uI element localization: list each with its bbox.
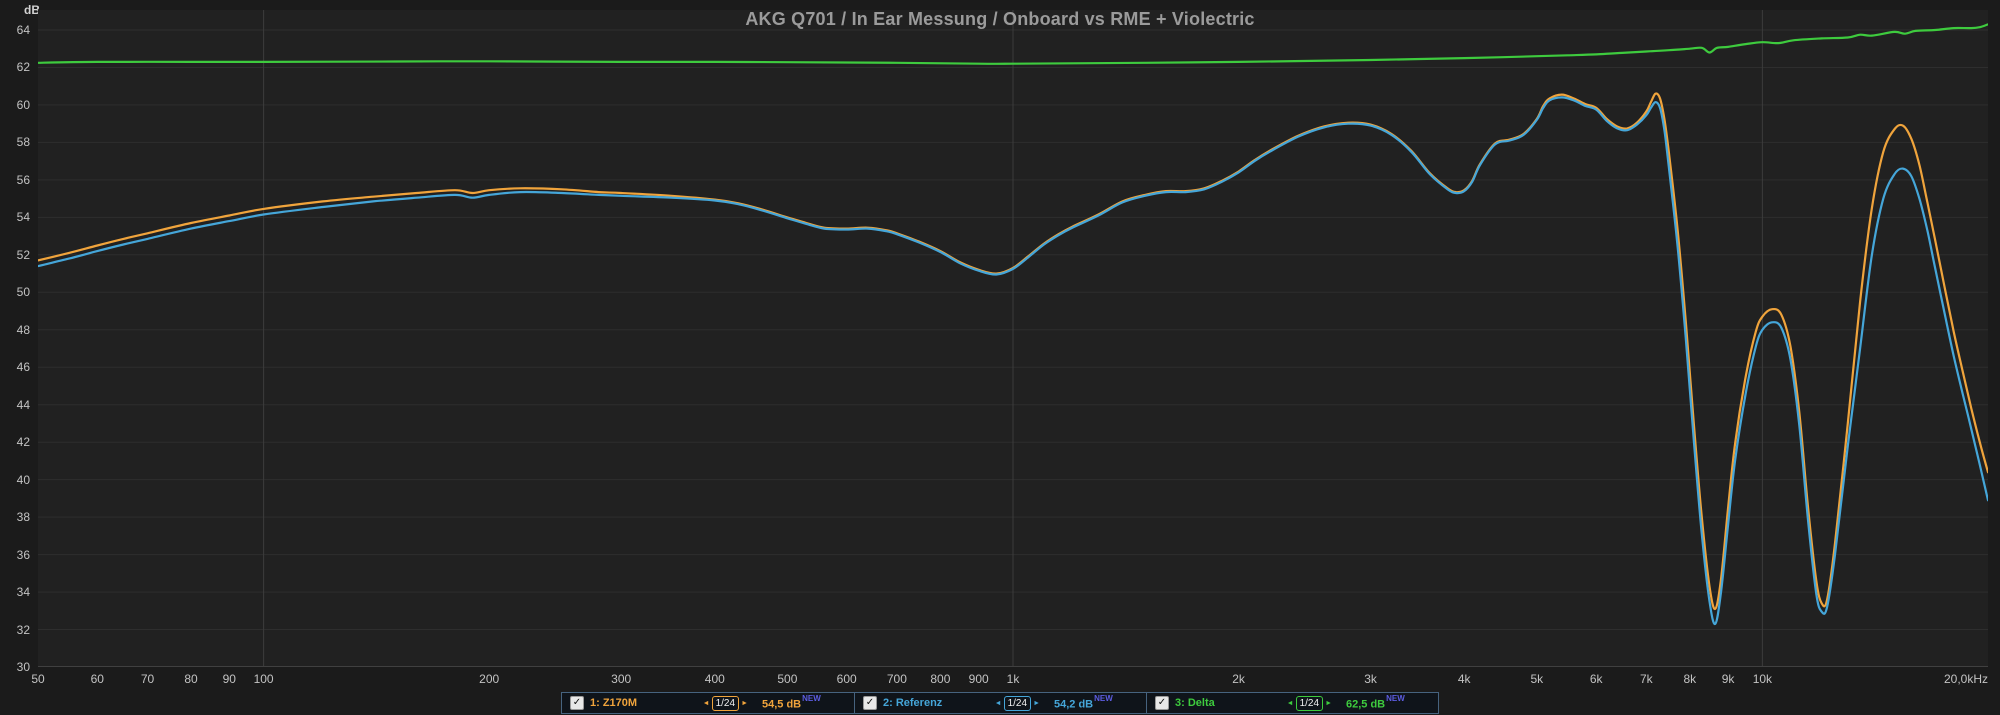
spin-right-icon[interactable]: ►	[741, 699, 748, 707]
y-tick-label: 38	[16, 510, 30, 525]
trace-visibility-checkbox[interactable]: ✓	[570, 696, 584, 710]
x-tick-label: 100	[253, 672, 274, 686]
smoothing-control[interactable]: ◄ 1/24 ►	[1286, 695, 1332, 711]
trace-referenz	[38, 96, 1988, 626]
y-tick-label: 44	[16, 397, 30, 412]
x-tick-label: 4k	[1457, 672, 1471, 686]
smoothing-control[interactable]: ◄ 1/24 ►	[702, 695, 748, 711]
y-tick-label: 62	[16, 60, 30, 75]
trace-label[interactable]: 3: Delta	[1175, 697, 1215, 709]
x-tick-label: 900	[968, 672, 989, 686]
x-tick-label: 700	[886, 672, 907, 686]
spin-left-icon[interactable]: ◄	[1286, 699, 1294, 707]
y-tick-label: 42	[16, 435, 30, 450]
legend-item: ✓ 2: Referenz ◄ 1/24 ► 54,2 dBNEW	[854, 693, 1146, 713]
trace-label[interactable]: 2: Referenz	[883, 697, 943, 709]
y-axis-unit-label: dB	[24, 3, 40, 17]
x-tick-label: 400	[704, 672, 725, 686]
x-tick-label: 80	[184, 672, 198, 686]
x-tick-label: 50	[31, 672, 45, 686]
x-tick-label: 70	[140, 672, 155, 686]
x-tick-label: 8k	[1683, 672, 1697, 686]
trace-level-value: 54,5 dB	[762, 698, 802, 711]
trace-level-value: 54,2 dB	[1054, 698, 1094, 711]
x-tick-label: 7k	[1639, 672, 1653, 686]
legend-bar: ✓ 1: Z170M ◄ 1/24 ► 54,5 dBNEW ✓ 2: Refe…	[561, 692, 1439, 714]
smoothing-control[interactable]: ◄ 1/24 ►	[994, 695, 1040, 711]
x-tick-label: 300	[611, 672, 632, 686]
spin-left-icon[interactable]: ◄	[994, 699, 1002, 707]
y-tick-label: 32	[16, 622, 30, 637]
y-tick-label: 64	[16, 23, 30, 37]
smoothing-value: 1/24	[1003, 695, 1032, 711]
frequency-response-plot[interactable]	[38, 10, 1988, 667]
x-tick-label: 1k	[1006, 672, 1020, 686]
y-tick-label: 58	[16, 135, 30, 150]
y-tick-label: 30	[16, 660, 30, 674]
legend-item: ✓ 3: Delta ◄ 1/24 ► 62,5 dBNEW	[1146, 693, 1438, 713]
new-flag: NEW	[802, 693, 821, 703]
trace-visibility-checkbox[interactable]: ✓	[1155, 696, 1169, 710]
trace-level-readout: 54,2 dBNEW	[1054, 694, 1138, 712]
smoothing-value: 1/24	[711, 695, 740, 711]
x-tick-label: 6k	[1589, 672, 1603, 686]
x-tick-label: 500	[777, 672, 798, 686]
x-tick-label: 20,0kHz	[1943, 672, 1988, 686]
x-tick-label: 9k	[1721, 672, 1735, 686]
y-tick-label: 36	[16, 547, 30, 562]
trace-label[interactable]: 1: Z170M	[590, 697, 638, 709]
y-tick-label: 46	[16, 360, 30, 375]
x-tick-label: 200	[479, 672, 500, 686]
y-tick-label: 54	[16, 210, 30, 225]
x-tick-label: 5k	[1530, 672, 1544, 686]
y-tick-label: 34	[16, 585, 30, 600]
y-tick-label: 50	[16, 285, 30, 300]
new-flag: NEW	[1386, 693, 1405, 703]
y-tick-label: 56	[16, 172, 30, 187]
y-tick-label: 60	[16, 97, 30, 112]
trace-delta	[38, 23, 1988, 65]
y-tick-label: 48	[16, 322, 30, 337]
spin-right-icon[interactable]: ►	[1033, 699, 1040, 707]
chart-title: AKG Q701 / In Ear Messung / Onboard vs R…	[745, 9, 1255, 29]
spin-left-icon[interactable]: ◄	[702, 699, 710, 707]
trace-level-readout: 54,5 dBNEW	[762, 694, 846, 712]
x-tick-label: 3k	[1364, 672, 1377, 686]
y-tick-label: 52	[16, 247, 30, 262]
x-tick-label: 600	[836, 672, 857, 686]
x-axis-labels: 50 60 70 80 90 100 200 300 400 500 600 700 800 900 1k 2…	[31, 672, 1988, 688]
trace-level-value: 62,5 dB	[1346, 698, 1386, 711]
x-tick-label: 800	[930, 672, 951, 686]
x-tick-label: 2k	[1232, 672, 1245, 686]
new-flag: NEW	[1094, 693, 1113, 703]
legend-item: ✓ 1: Z170M ◄ 1/24 ► 54,5 dBNEW	[562, 693, 854, 713]
trace-visibility-checkbox[interactable]: ✓	[863, 696, 877, 710]
x-tick-label: 90	[222, 672, 236, 686]
smoothing-value: 1/24	[1295, 695, 1324, 711]
x-tick-label: 10k	[1752, 672, 1773, 686]
trace-level-readout: 62,5 dBNEW	[1346, 694, 1430, 712]
x-tick-label: 60	[90, 672, 104, 686]
spin-right-icon[interactable]: ►	[1325, 699, 1332, 707]
y-tick-label: 40	[16, 472, 30, 487]
